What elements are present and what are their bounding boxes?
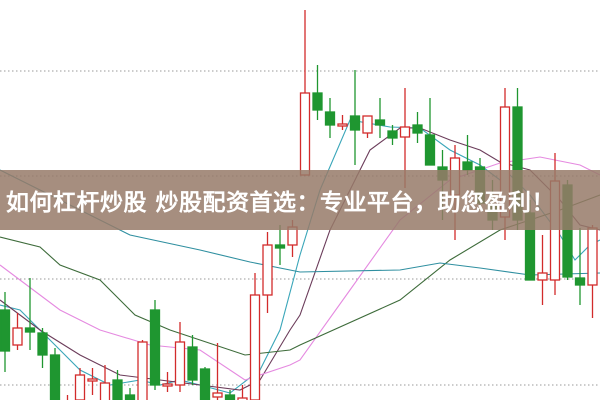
candle-up <box>162 372 173 392</box>
candle-body <box>337 123 348 127</box>
candle-down <box>312 65 323 120</box>
candle-body <box>162 383 173 387</box>
candle-down <box>374 98 386 138</box>
candle-down <box>274 225 286 265</box>
candle-down <box>574 228 586 305</box>
candle-body <box>462 161 473 171</box>
candle-down <box>324 98 336 138</box>
candle-body <box>112 379 123 400</box>
candle-down <box>462 135 473 175</box>
banner-title: 如何杠杆炒股 炒股配资首选：专业平台，助您盈利！ <box>6 190 556 216</box>
candle-up <box>74 368 86 400</box>
candle-body <box>149 309 161 386</box>
candle-body <box>412 124 423 134</box>
candle-body <box>124 394 136 400</box>
candle-body <box>224 394 236 400</box>
candle-body <box>399 126 411 138</box>
candle-down <box>187 335 198 385</box>
candle-body <box>574 277 586 286</box>
candle-body <box>587 227 598 286</box>
candle-body <box>374 119 386 126</box>
candle-up <box>174 322 186 392</box>
candle-down <box>424 98 436 166</box>
candle-body <box>174 341 186 386</box>
moving-average-line <box>0 156 600 381</box>
candle-body <box>99 382 111 400</box>
candle-body <box>537 272 548 281</box>
candle-body <box>37 332 48 356</box>
candle-body <box>212 392 223 398</box>
candle-down <box>412 112 423 143</box>
candle-up <box>337 115 348 130</box>
candle-up <box>362 115 373 138</box>
candle-up <box>537 235 548 305</box>
candle-body <box>87 378 98 382</box>
candle-up <box>137 340 148 400</box>
moving-average-line <box>0 194 600 356</box>
candle-body <box>187 346 198 381</box>
candle-up <box>66 395 69 400</box>
candle-down <box>124 388 136 400</box>
candle-body <box>274 244 286 249</box>
candle-up <box>299 10 311 176</box>
candle-body <box>262 244 273 296</box>
candle-body <box>362 115 373 134</box>
candle-down <box>387 125 398 145</box>
candle-up <box>87 368 98 395</box>
candle-body <box>12 327 23 346</box>
candle-body <box>299 92 311 176</box>
candle-body <box>199 368 211 400</box>
candle-body <box>0 309 11 352</box>
candle-body <box>24 327 36 333</box>
candle-down <box>112 370 123 400</box>
candle-up <box>262 232 273 313</box>
candle-up <box>249 273 261 400</box>
candle-up <box>99 365 111 400</box>
candle-up <box>237 385 248 400</box>
candle-body <box>424 134 436 166</box>
candle-down <box>199 367 211 400</box>
candle-down <box>349 70 361 165</box>
candle-body <box>74 374 86 400</box>
candle-down <box>0 292 11 372</box>
candle-down <box>24 278 36 350</box>
candle-down <box>149 300 161 390</box>
candle-up <box>12 313 23 350</box>
candle-body <box>387 130 398 139</box>
candle-body <box>349 115 361 131</box>
title-banner: 如何杠杆炒股 炒股配资首选：专业平台，助您盈利！ <box>0 170 600 230</box>
candle-down <box>37 328 48 368</box>
candle-body <box>137 341 148 400</box>
candle-body <box>49 354 61 400</box>
candle-up <box>212 343 223 400</box>
candle-down <box>224 390 236 400</box>
candle-body <box>237 397 248 400</box>
candle-body <box>312 92 323 111</box>
candle-down <box>49 348 61 400</box>
candle-up <box>587 225 598 318</box>
candle-body <box>249 294 261 400</box>
moving-average-line <box>0 169 600 276</box>
candle-body <box>324 111 336 126</box>
